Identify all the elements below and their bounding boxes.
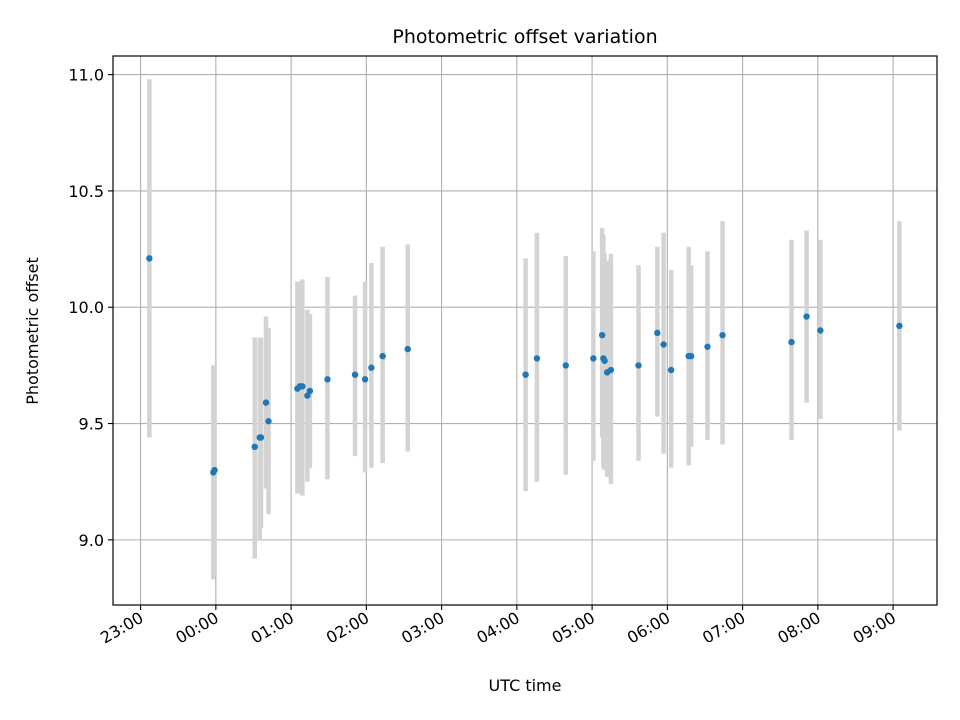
y-tick-label: 9.5 (79, 415, 104, 434)
data-point (324, 376, 331, 383)
data-point (262, 399, 270, 406)
data-point (146, 255, 153, 262)
data-point (590, 355, 597, 362)
data-point (299, 383, 306, 390)
y-axis-title: Photometric offset (23, 257, 42, 405)
data-point (817, 327, 824, 334)
data-point (803, 313, 810, 320)
data-point (211, 466, 218, 474)
data-point (654, 329, 661, 337)
data-point (635, 362, 642, 369)
data-point (896, 322, 903, 330)
data-point (667, 366, 675, 374)
data-point (379, 352, 386, 360)
y-tick-label: 11.0 (68, 66, 104, 85)
data-point (607, 366, 615, 374)
chart-title: Photometric offset variation (392, 26, 657, 48)
data-point (251, 443, 258, 451)
data-point (522, 371, 529, 378)
data-point (404, 345, 411, 353)
data-point (719, 331, 726, 339)
y-tick-label: 9.0 (79, 531, 104, 550)
data-point (687, 352, 695, 360)
data-points (146, 255, 903, 476)
y-tick-label: 10.0 (68, 298, 104, 317)
data-point (788, 338, 795, 346)
data-point (257, 434, 265, 441)
x-axis-title: UTC time (489, 676, 562, 695)
y-axis-ticks: 9.0 9.5 10.0 10.5 11.0 (68, 66, 113, 550)
data-point (351, 371, 359, 378)
plot-area-frame (112, 55, 938, 606)
data-point (368, 364, 375, 371)
data-point (704, 343, 711, 350)
data-point (660, 341, 667, 348)
data-point (562, 362, 569, 369)
data-point (265, 418, 272, 425)
data-point (601, 357, 608, 364)
data-point (306, 387, 314, 395)
data-point (361, 376, 369, 383)
data-point (533, 355, 541, 362)
data-point (598, 331, 606, 339)
y-tick-label: 10.5 (68, 182, 104, 201)
